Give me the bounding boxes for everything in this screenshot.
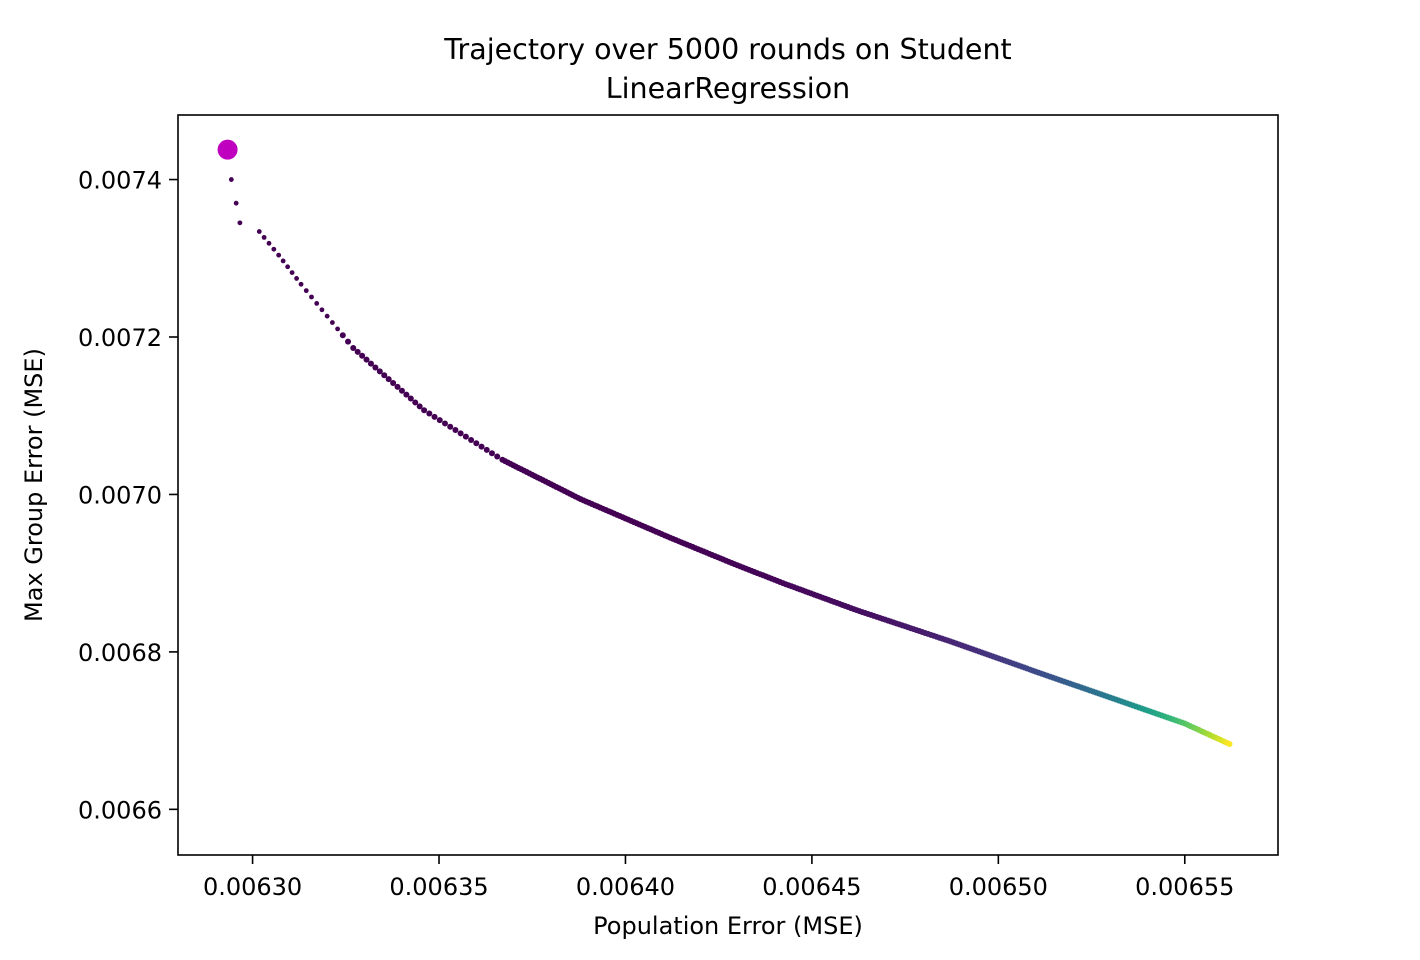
- trajectory-point: [228, 177, 234, 182]
- trajectory-point: [407, 395, 414, 402]
- trajectory-point: [478, 443, 485, 450]
- x-tick-label: 0.00650: [949, 873, 1048, 901]
- trajectory-point: [256, 229, 262, 234]
- trajectory-point: [319, 307, 325, 313]
- trajectory-point: [441, 420, 448, 427]
- trajectory-point: [412, 399, 419, 406]
- trajectory-point: [359, 352, 366, 359]
- trajectory-point: [261, 235, 267, 240]
- trajectory-point: [452, 427, 459, 434]
- x-tick-label: 0.00640: [576, 873, 675, 901]
- y-tick-label: 0.0072: [78, 324, 162, 352]
- trajectory-point: [314, 300, 320, 306]
- trajectory-point: [431, 413, 438, 420]
- trajectory-point: [266, 240, 272, 246]
- plot-frame: [177, 114, 1279, 856]
- y-tick-label: 0.0074: [78, 167, 162, 195]
- y-tick-label: 0.0066: [78, 796, 162, 824]
- trajectory-point: [329, 320, 335, 325]
- trajectory-point: [385, 376, 392, 383]
- trajectory-point: [468, 436, 475, 443]
- trajectory-point: [381, 372, 388, 379]
- x-tick-label: 0.00655: [1135, 873, 1234, 901]
- x-tick-label: 0.00630: [203, 873, 302, 901]
- trajectory-point: [294, 276, 299, 281]
- trajectory-point: [421, 407, 428, 414]
- trajectory-point: [285, 264, 291, 270]
- trajectory-point: [335, 326, 340, 332]
- trajectory-point: [280, 258, 286, 264]
- trajectory-points: [228, 177, 1233, 747]
- trajectory-point: [339, 332, 346, 339]
- trajectory-point: [289, 270, 295, 276]
- trajectory-point: [473, 440, 480, 447]
- trajectory-point: [494, 453, 501, 460]
- y-tick-label: 0.0070: [78, 481, 162, 509]
- trajectory-point: [276, 252, 282, 258]
- trajectory-point: [363, 356, 370, 363]
- trajectory-point: [436, 417, 443, 424]
- trajectory-point: [298, 281, 304, 287]
- trajectory-point: [372, 364, 379, 371]
- y-axis-ticks: 0.0066 0.0068 0.0070 0.0072 0.0074: [78, 167, 178, 824]
- trajectory-point: [367, 360, 374, 367]
- x-axis-ticks: 0.00630 0.00635 0.00640 0.00645 0.00650 0.006…: [203, 855, 1234, 901]
- trajectory-point: [354, 348, 361, 355]
- trajectory-point: [483, 446, 490, 453]
- x-tick-label: 0.00635: [389, 873, 488, 901]
- trajectory-point: [303, 288, 309, 294]
- chart-subtitle: LinearRegression: [606, 72, 850, 105]
- trajectory-point: [345, 338, 352, 345]
- trajectory-point: [376, 368, 383, 375]
- trajectory-point: [398, 387, 405, 394]
- trajectory-point: [237, 220, 243, 226]
- trajectory-point: [271, 246, 277, 252]
- trajectory-point: [394, 383, 401, 390]
- trajectory-point: [488, 450, 495, 457]
- trajectory-point: [447, 423, 454, 430]
- trajectory-point: [1226, 741, 1233, 747]
- x-axis-label: Population Error (MSE): [593, 912, 863, 940]
- y-axis-label: Max Group Error (MSE): [20, 348, 48, 622]
- trajectory-point: [416, 403, 423, 410]
- trajectory-point: [324, 313, 330, 319]
- y-tick-label: 0.0068: [78, 639, 162, 667]
- x-tick-label: 0.00645: [762, 873, 861, 901]
- trajectory-point: [390, 380, 397, 387]
- trajectory-point: [426, 410, 433, 417]
- trajectory-point: [309, 294, 314, 300]
- chart-title: Trajectory over 5000 rounds on Student: [443, 33, 1011, 66]
- trajectory-point: [350, 345, 357, 352]
- trajectory-point: [403, 391, 410, 398]
- start-point-marker: [217, 139, 238, 160]
- trajectory-point: [462, 433, 469, 440]
- trajectory-point: [233, 200, 239, 206]
- trajectory-point: [457, 430, 464, 437]
